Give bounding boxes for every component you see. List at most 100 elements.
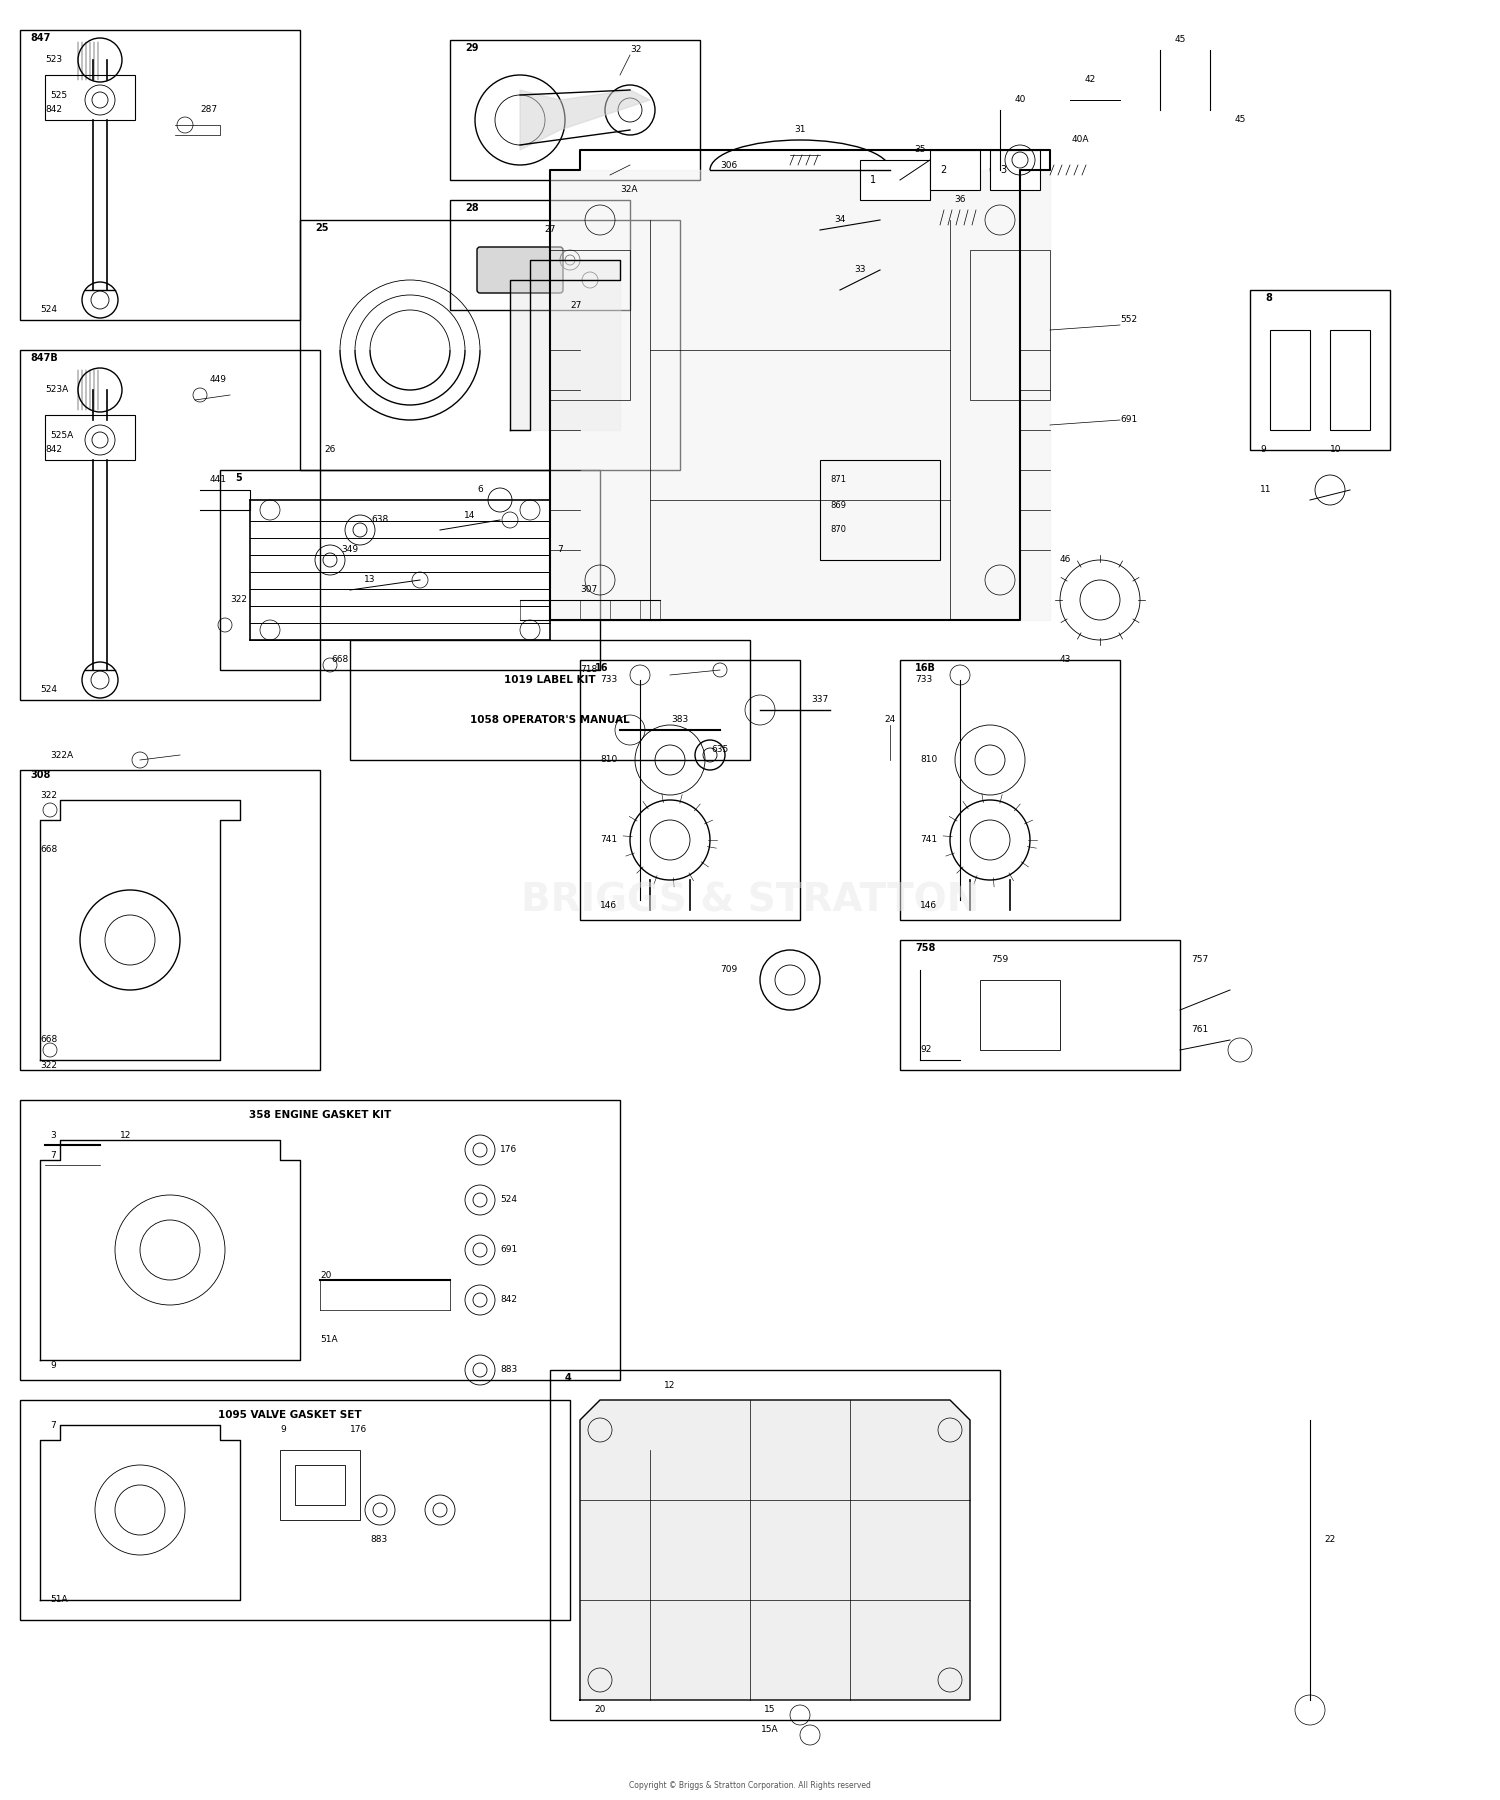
- Text: 307: 307: [580, 585, 597, 594]
- Bar: [350, 641, 750, 760]
- Text: 43: 43: [1060, 655, 1071, 664]
- Text: 46: 46: [1060, 556, 1071, 565]
- Text: 6: 6: [477, 486, 483, 495]
- Text: 524: 524: [40, 686, 57, 695]
- Text: 525: 525: [50, 90, 68, 99]
- Text: Copyright © Briggs & Stratton Corporation. All Rights reserved: Copyright © Briggs & Stratton Corporatio…: [628, 1780, 872, 1789]
- Bar: [450, 200, 630, 310]
- Text: 14: 14: [465, 511, 476, 520]
- Bar: [450, 40, 700, 180]
- Text: 668: 668: [40, 1035, 57, 1044]
- Text: 733: 733: [915, 675, 932, 684]
- Text: 40: 40: [1014, 95, 1026, 104]
- Text: 15A: 15A: [760, 1726, 778, 1735]
- Polygon shape: [580, 1400, 970, 1699]
- Bar: [45, 76, 135, 121]
- Text: 51A: 51A: [320, 1336, 338, 1345]
- Bar: [1270, 329, 1310, 430]
- Text: 524: 524: [500, 1195, 517, 1204]
- Text: 13: 13: [364, 576, 375, 585]
- Text: 308: 308: [30, 770, 51, 779]
- Text: 842: 842: [500, 1296, 517, 1305]
- Text: 1: 1: [870, 175, 876, 185]
- Text: 757: 757: [1191, 956, 1209, 965]
- Bar: [300, 220, 680, 470]
- Text: 524: 524: [40, 306, 57, 315]
- Text: 32A: 32A: [620, 185, 638, 194]
- FancyBboxPatch shape: [477, 247, 562, 293]
- Text: 718: 718: [580, 666, 597, 675]
- Text: 11: 11: [1260, 486, 1272, 495]
- Text: 842: 842: [45, 446, 62, 454]
- Text: 847: 847: [30, 32, 51, 43]
- Bar: [980, 979, 1060, 1049]
- Text: 523A: 523A: [45, 385, 69, 394]
- Text: 5: 5: [236, 473, 242, 482]
- Text: 523: 523: [45, 56, 62, 65]
- Text: 40A: 40A: [1071, 135, 1089, 144]
- Polygon shape: [520, 90, 650, 149]
- Text: 322: 322: [40, 790, 57, 799]
- Text: 337: 337: [812, 695, 828, 704]
- Text: 847B: 847B: [30, 353, 57, 364]
- Text: 306: 306: [720, 160, 738, 169]
- Text: 7: 7: [556, 545, 562, 554]
- Text: 733: 733: [600, 675, 618, 684]
- Text: 146: 146: [920, 900, 938, 909]
- Text: 322: 322: [40, 1060, 57, 1069]
- Text: 1058 OPERATOR'S MANUAL: 1058 OPERATOR'S MANUAL: [470, 715, 630, 725]
- Text: 36: 36: [954, 196, 966, 205]
- Text: 870: 870: [830, 526, 846, 535]
- Text: 358 ENGINE GASKET KIT: 358 ENGINE GASKET KIT: [249, 1111, 392, 1120]
- Bar: [280, 1451, 360, 1519]
- Bar: [1250, 290, 1390, 450]
- Text: 34: 34: [834, 216, 846, 225]
- Text: 883: 883: [500, 1366, 517, 1375]
- Text: 869: 869: [830, 500, 846, 509]
- Text: 45: 45: [1234, 115, 1245, 124]
- Text: 349: 349: [342, 545, 358, 554]
- Text: 24: 24: [885, 715, 896, 724]
- Text: 691: 691: [500, 1246, 517, 1255]
- Text: 668: 668: [332, 655, 348, 664]
- Text: 7: 7: [50, 1150, 55, 1159]
- Text: 9: 9: [280, 1426, 285, 1435]
- Bar: [900, 661, 1120, 920]
- Text: 322A: 322A: [50, 751, 74, 760]
- Bar: [990, 149, 1039, 191]
- Text: 842: 842: [45, 106, 62, 115]
- Text: 26: 26: [324, 446, 336, 454]
- Text: 42: 42: [1084, 76, 1095, 85]
- Text: 51A: 51A: [50, 1595, 68, 1604]
- Text: 146: 146: [600, 900, 616, 909]
- Text: 16B: 16B: [915, 662, 936, 673]
- Text: 29: 29: [465, 43, 478, 52]
- Text: 709: 709: [720, 965, 738, 974]
- Text: 27: 27: [570, 301, 582, 310]
- Text: 287: 287: [200, 106, 217, 115]
- Text: 552: 552: [1120, 315, 1137, 324]
- Text: 92: 92: [920, 1046, 932, 1055]
- Text: 22: 22: [1324, 1535, 1335, 1544]
- Text: 871: 871: [830, 475, 846, 484]
- Text: 759: 759: [992, 956, 1008, 965]
- Bar: [859, 160, 930, 200]
- Text: 810: 810: [920, 756, 938, 765]
- Text: 3: 3: [50, 1130, 55, 1139]
- Bar: [930, 149, 980, 191]
- Bar: [20, 1100, 620, 1381]
- Text: 441: 441: [210, 475, 226, 484]
- Bar: [580, 661, 800, 920]
- Bar: [821, 461, 940, 560]
- Text: 2: 2: [940, 166, 946, 175]
- Text: 32: 32: [630, 45, 642, 54]
- Text: 383: 383: [672, 715, 688, 724]
- Text: 33: 33: [855, 265, 865, 274]
- Text: 883: 883: [370, 1535, 387, 1544]
- Bar: [970, 250, 1050, 400]
- Text: 45: 45: [1174, 36, 1185, 45]
- Bar: [20, 770, 320, 1069]
- Bar: [550, 1370, 1000, 1721]
- Text: 35: 35: [914, 146, 926, 155]
- Text: 15: 15: [764, 1706, 776, 1714]
